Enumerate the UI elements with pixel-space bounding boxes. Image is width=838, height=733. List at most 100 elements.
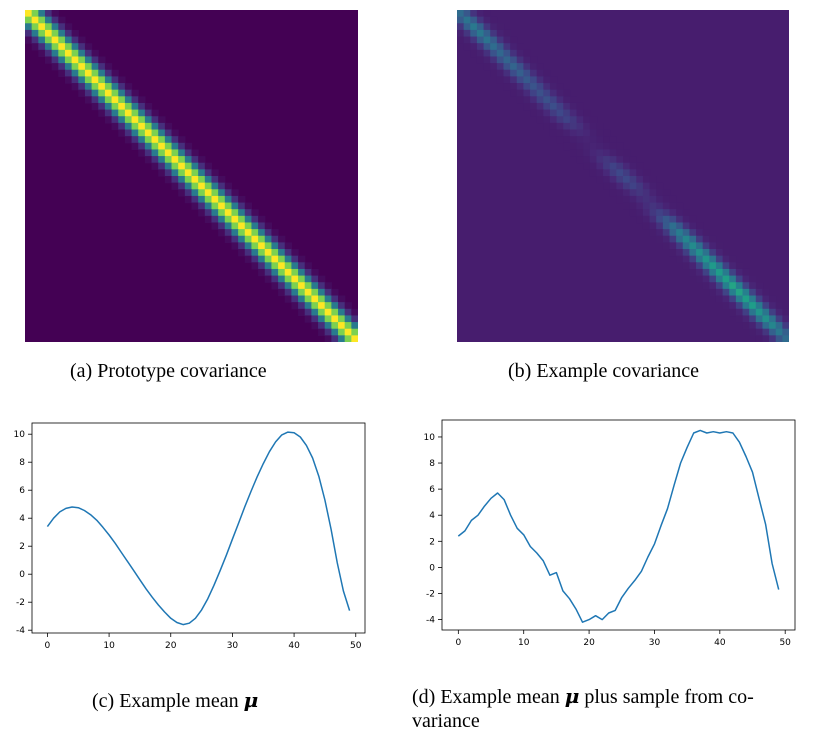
heatmap-cell	[636, 182, 644, 190]
x-tick-label: 20	[165, 641, 177, 651]
heatmap-cell	[58, 56, 66, 64]
heatmap-cell	[583, 136, 591, 144]
heatmap-cell	[623, 149, 631, 157]
heatmap-cell	[576, 136, 584, 144]
heatmap-cell	[211, 169, 219, 177]
heatmap-cell	[676, 255, 684, 263]
heatmap-cell	[530, 109, 538, 117]
heatmap-cell	[278, 268, 286, 277]
heatmap-cell	[344, 335, 352, 343]
heatmap-cell	[44, 36, 53, 44]
heatmap-cell	[111, 76, 119, 84]
heatmap-cell	[636, 195, 644, 204]
y-tick-label: 4	[19, 514, 25, 524]
heatmap-cell	[755, 328, 764, 336]
heatmap-cell	[264, 275, 273, 283]
heatmap-cell	[331, 288, 339, 297]
heatmap-cell	[583, 129, 591, 137]
heatmap-cell	[616, 169, 624, 177]
heatmap-cell	[662, 229, 671, 237]
heatmap-cell	[536, 96, 544, 104]
heatmap-cell	[278, 288, 286, 297]
heatmap-cell	[483, 29, 491, 38]
heatmap-cell	[84, 69, 93, 77]
heatmap-cell	[543, 76, 551, 84]
heatmap-cell	[44, 10, 53, 18]
heatmap-cell	[71, 69, 79, 77]
heatmap-cell	[669, 202, 677, 210]
heatmap-cell	[609, 176, 617, 184]
heatmap-cell	[682, 249, 690, 257]
heatmap-cell	[696, 222, 704, 230]
heatmap-cell	[536, 83, 544, 91]
heatmap-cell	[629, 189, 637, 197]
heatmap-cell	[749, 275, 757, 283]
heatmap-cell	[144, 102, 153, 111]
heatmap-cell	[244, 202, 253, 210]
heatmap-cell	[111, 89, 119, 97]
heatmap-cell	[463, 36, 471, 44]
heatmap-cell	[231, 242, 239, 250]
heatmap-cell	[596, 129, 604, 137]
heatmap-cell	[496, 69, 505, 77]
heatmap-cell	[549, 83, 558, 91]
heatmap-cell	[649, 229, 657, 237]
heatmap-cell	[715, 242, 724, 250]
heatmap-cell	[669, 235, 677, 243]
heatmap-cell	[311, 322, 319, 330]
heatmap-cell	[124, 83, 133, 91]
heatmap-cell	[696, 242, 704, 250]
heatmap-cell	[111, 96, 119, 104]
heatmap-cell	[536, 69, 544, 77]
heatmap-cell	[98, 63, 106, 71]
heatmap-cell	[616, 176, 624, 184]
caption-d-text: (d) Example mean	[412, 686, 560, 708]
heatmap-cell	[91, 83, 99, 91]
heatmap-cell	[669, 195, 677, 204]
heatmap-cell	[516, 63, 524, 71]
heatmap-cell	[271, 235, 279, 243]
heatmap-cell	[510, 43, 518, 51]
heatmap-cell	[111, 116, 119, 124]
heatmap-cell	[164, 176, 173, 184]
heatmap-cell	[344, 315, 352, 323]
heatmap-cell	[351, 335, 359, 343]
heatmap-cell	[490, 29, 498, 38]
heatmap-cell	[735, 288, 744, 297]
heatmap-cell	[722, 262, 730, 270]
heatmap-cell	[676, 215, 684, 224]
heatmap-cell	[702, 235, 710, 243]
heatmap-cell	[709, 249, 717, 257]
heatmap-cell	[238, 242, 246, 250]
heatmap-cell	[71, 43, 79, 51]
heatmap-cell	[298, 282, 306, 290]
heatmap-cell	[204, 195, 213, 204]
heatmap-cell	[662, 195, 671, 204]
heatmap-cell	[91, 56, 99, 64]
heatmap-cell	[158, 136, 166, 144]
heatmap-cell	[218, 202, 226, 210]
heatmap-cell	[636, 169, 644, 177]
heatmap-cell	[556, 122, 564, 131]
heatmap-cell	[84, 89, 93, 97]
heatmap-cell	[198, 182, 206, 190]
heatmap-cell	[144, 156, 153, 164]
heatmap-cell	[164, 136, 173, 144]
heatmap-cell	[198, 156, 206, 164]
heatmap-cell	[457, 16, 465, 24]
heatmap-cell	[676, 235, 684, 243]
heatmap-cell	[769, 295, 777, 303]
heatmap-cell	[722, 302, 730, 310]
heatmap-cell	[735, 295, 744, 303]
heatmap-cell	[218, 189, 226, 197]
heatmap-cell	[71, 29, 79, 38]
heatmap-cell	[51, 49, 59, 58]
heatmap-cell	[25, 10, 33, 18]
heatmap-cell	[118, 122, 126, 131]
heatmap-cell	[184, 142, 193, 151]
heatmap-cell	[616, 189, 624, 197]
heatmap-cell	[264, 242, 273, 250]
heatmap-cell	[138, 102, 146, 111]
heatmap-cell	[304, 315, 312, 323]
heatmap-cell	[238, 209, 246, 217]
